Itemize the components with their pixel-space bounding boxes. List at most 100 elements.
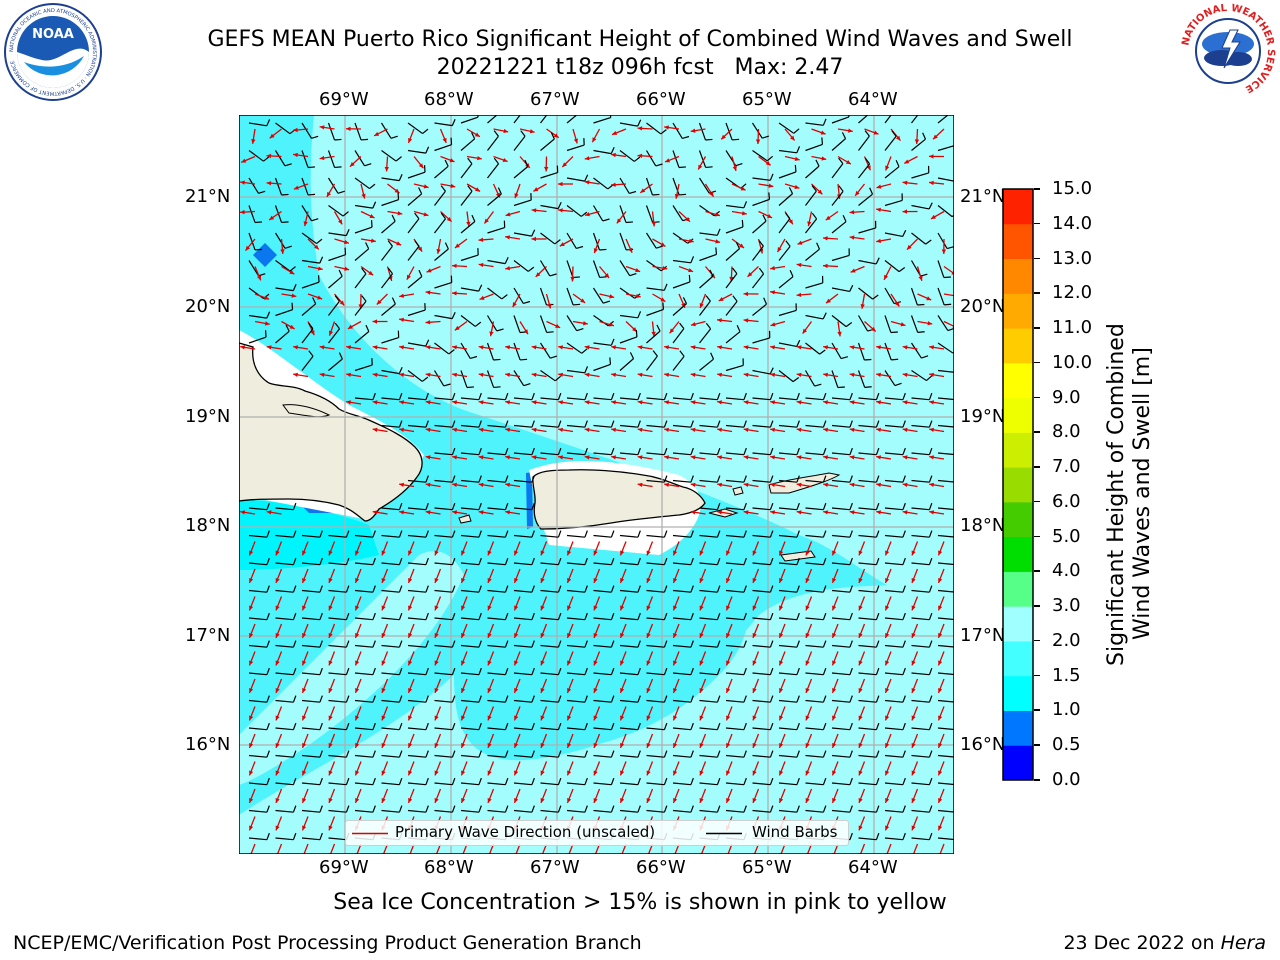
colorbar-segment <box>1003 362 1033 399</box>
wave-arrow-head <box>302 770 307 776</box>
wind-barb <box>672 232 689 244</box>
wind-barb-flag <box>796 585 800 593</box>
wind-barb-flag <box>602 218 610 222</box>
wind-barb <box>328 205 344 217</box>
wind-barb-flag <box>928 420 933 428</box>
wind-barb-flag <box>610 585 615 593</box>
wind-barb-flag <box>796 392 800 400</box>
wave-arrow-head <box>328 742 333 748</box>
wind-barb-flag <box>715 247 718 255</box>
wind-barb <box>646 809 665 813</box>
wind-barb <box>672 534 691 538</box>
wave-arrow-head <box>408 687 413 693</box>
wind-barb <box>434 144 452 152</box>
wind-barb <box>725 727 744 731</box>
wind-barb-flag <box>928 557 933 565</box>
colorbar-tick-mark <box>1034 779 1040 781</box>
wave-arrow-head <box>739 243 745 248</box>
wind-barb <box>275 534 294 538</box>
wind-barb <box>539 315 548 333</box>
wave-arrow-head <box>425 320 431 325</box>
wave-arrow-head <box>832 550 837 556</box>
wind-barb <box>778 218 791 234</box>
wind-barb <box>672 328 685 344</box>
wave-arrow-head <box>245 245 251 251</box>
wave-arrow-head <box>611 345 616 350</box>
wind-barb-flag <box>609 357 612 365</box>
wave-arrow-head <box>452 400 457 405</box>
wind-barb <box>513 507 532 511</box>
wind-barb <box>619 177 630 194</box>
wind-barb-flag <box>716 695 721 703</box>
wind-barb-flag <box>531 475 535 483</box>
wind-barb <box>407 589 426 593</box>
wind-barb <box>381 644 400 648</box>
wind-barb-flag <box>478 420 482 428</box>
colorbar-tick-mark <box>1034 431 1040 433</box>
wind-barb-flag <box>361 267 367 275</box>
wave-arrow-head <box>461 550 466 556</box>
wave-arrow-head <box>593 577 598 583</box>
wind-barb-flag <box>319 612 323 620</box>
wave-arrow-head <box>911 825 916 831</box>
wind-barb <box>778 507 797 511</box>
wind-barb-flag <box>637 420 641 428</box>
wind-barb <box>805 809 824 813</box>
wave-arrow-head <box>477 155 482 161</box>
wind-barb-flag <box>451 722 456 730</box>
wave-arrow-head <box>807 221 812 227</box>
colorbar-segment <box>1003 675 1033 711</box>
wave-arrow-head <box>346 372 351 378</box>
wind-barb <box>328 809 347 813</box>
wind-barb-flag <box>849 722 853 730</box>
wind-barb-flag <box>944 303 952 306</box>
wind-barb <box>619 562 638 566</box>
wind-barb-flag <box>875 447 880 455</box>
wind-barb-flag <box>894 382 902 387</box>
wave-arrow-head <box>399 293 405 298</box>
wind-barb-flag <box>796 146 801 154</box>
wave-arrow-head <box>690 345 696 350</box>
colorbar-tick-mark <box>1034 466 1040 468</box>
wind-barb <box>619 205 627 223</box>
wind-barb <box>354 273 367 289</box>
wind-barb-flag <box>398 173 403 181</box>
wave-arrow-head <box>726 550 731 556</box>
wind-barb <box>778 782 797 786</box>
wave-arrow-head <box>608 322 614 327</box>
wave-arrow-head <box>381 715 386 721</box>
colorbar-tick-mark <box>1034 327 1040 329</box>
wind-barb-flag <box>531 502 535 510</box>
sea-band-1-1-5 <box>239 500 379 570</box>
colorbar-segment <box>1003 223 1033 260</box>
wind-barb <box>911 809 930 813</box>
wind-barb <box>301 281 320 289</box>
wind-barb <box>434 507 453 511</box>
colorbar-label-line2: Wind Waves and Swell [m] <box>1130 347 1155 640</box>
wind-barb-flag <box>501 294 508 300</box>
wave-arrow-head <box>358 304 363 309</box>
wind-barb-flag <box>504 667 509 675</box>
wind-barb-flag <box>398 557 403 565</box>
wind-barb-flag <box>531 750 535 758</box>
wind-barb <box>937 145 954 152</box>
wind-barb-flag <box>875 695 880 703</box>
wind-barb <box>513 452 532 456</box>
wind-barb-flag <box>334 295 340 302</box>
wind-barb-flag <box>584 585 588 593</box>
wind-barb <box>434 562 453 566</box>
wave-arrow-head <box>339 300 345 306</box>
wind-barb-flag <box>902 750 906 758</box>
wave-arrow-head <box>717 510 722 515</box>
wave-arrow-head <box>885 550 890 556</box>
wave-arrow-head <box>646 770 651 776</box>
wave-direction-arrow <box>488 843 495 854</box>
wind-barb <box>778 397 797 401</box>
wind-barb <box>487 163 499 179</box>
wind-barb-flag <box>425 667 429 675</box>
wind-barb-flag <box>557 585 562 593</box>
wind-barb-flag <box>425 557 429 565</box>
wave-arrow-head <box>302 742 307 748</box>
wave-arrow-head <box>911 550 916 556</box>
wave-arrow-head <box>779 605 784 611</box>
